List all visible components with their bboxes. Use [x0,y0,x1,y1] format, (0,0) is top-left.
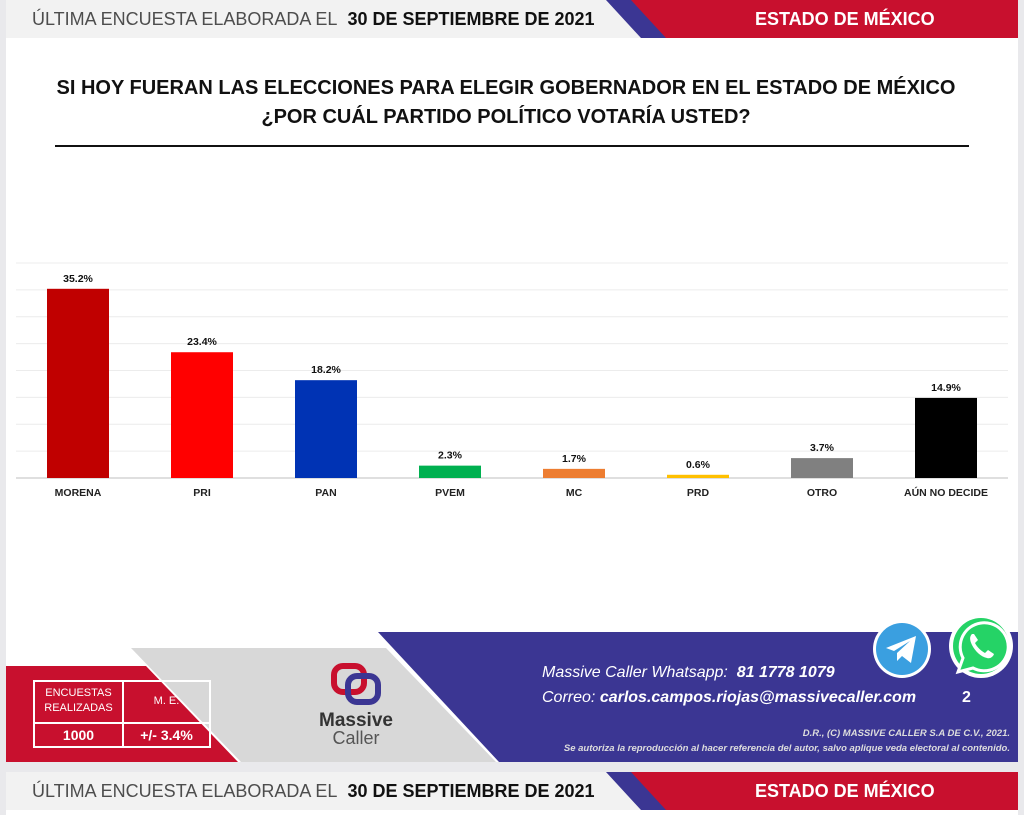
survey-date: 30 DE SEPTIEMBRE DE 2021 [347,781,595,801]
bar [791,458,853,478]
email-label: Correo: [542,689,596,706]
massive-caller-logo: Massive Caller [306,662,406,762]
slide: ÚLTIMA ENCUESTA ELABORADA EL 30 DE SEPTIE… [6,0,1018,762]
polls-value: 1000 [62,727,95,743]
bar [667,474,729,478]
data-label: 14.9% [931,382,961,394]
copyright-text: D.R., (C) MASSIVE CALLER S.A DE C.V., 20… [802,728,1010,739]
footer: ENCUESTAS REALIZADAS M. E. 1000 +/- 3.4%… [6,632,1018,762]
category-label: AÚN NO DECIDE [904,486,988,499]
category-label: PAN [315,487,336,499]
survey-stats-table: ENCUESTAS REALIZADAS M. E. 1000 +/- 3.4% [33,680,211,748]
bar [543,468,605,478]
data-label: 3.7% [810,442,835,454]
bar [419,465,481,478]
survey-date-line: ÚLTIMA ENCUESTA ELABORADA EL 30 DE SEPTIE… [32,9,595,30]
logo-mark-icon [331,663,381,705]
state-name: ESTADO DE MÉXICO [755,9,935,29]
contact-info: Massive Caller Whatsapp: 81 1778 1079 Co… [542,660,916,710]
header-band: ÚLTIMA ENCUESTA ELABORADA EL 30 DE SEPTIE… [6,772,1018,810]
category-label: MC [566,487,583,499]
reproduction-notice: Se autoriza la reproducción al hacer ref… [563,743,1010,754]
data-label: 0.6% [686,459,711,471]
whatsapp-label: Massive Caller Whatsapp: [542,664,728,681]
data-label: 18.2% [311,364,341,376]
polls-label: ENCUESTAS REALIZADAS [44,687,113,714]
brand-line-2: Caller [332,728,380,748]
category-label: OTRO [807,487,837,499]
bar [47,288,109,478]
survey-date: 30 DE SEPTIEMBRE DE 2021 [347,9,595,29]
bar [915,397,977,478]
whatsapp-icon[interactable] [946,612,1016,682]
data-label: 23.4% [187,336,217,348]
survey-date-label: ÚLTIMA ENCUESTA ELABORADA EL [32,781,338,801]
header-band: ÚLTIMA ENCUESTA ELABORADA EL 30 DE SEPTIE… [6,0,1018,38]
category-label: MORENA [55,487,102,499]
bar [171,352,233,478]
question-line-1: SI HOY FUERAN LAS ELECCIONES PARA ELEGIR… [56,77,956,99]
data-label: 2.3% [438,450,463,462]
category-label: PVEM [435,487,465,499]
telegram-icon[interactable] [872,619,932,679]
bar [295,380,357,478]
margin-error-label: M. E. [153,695,180,707]
page-number: 2 [962,689,971,706]
question-line-2: ¿POR CUÁL PARTIDO POLÍTICO VOTARÍA USTED… [261,106,751,128]
survey-date-line: ÚLTIMA ENCUESTA ELABORADA EL 30 DE SEPTIE… [32,781,595,802]
title-divider [55,145,969,147]
bar-chart: 35.2% MORENA 23.4% PRI 18.2% PAN 2.3% PVEM 1.7% M… [16,262,1008,499]
whatsapp-number: 81 1778 1079 [736,664,835,681]
category-label: PRI [193,487,211,499]
category-label: PRD [687,487,710,499]
margin-error-value: +/- 3.4% [140,727,193,743]
data-label: 1.7% [562,453,587,465]
legal-notice: D.R., (C) MASSIVE CALLER S.A DE C.V., 20… [564,726,1010,756]
state-name: ESTADO DE MÉXICO [755,781,935,801]
next-slide-header: ÚLTIMA ENCUESTA ELABORADA EL 30 DE SEPTIE… [6,772,1018,815]
data-label: 35.2% [63,273,93,285]
survey-date-label: ÚLTIMA ENCUESTA ELABORADA EL [32,9,338,29]
email-address[interactable]: carlos.campos.riojas@massivecaller.com [599,689,917,706]
chart-title: SI HOY FUERAN LAS ELECCIONES PARA ELEGIR… [46,74,966,132]
brand-line-1: Massive [319,710,393,731]
